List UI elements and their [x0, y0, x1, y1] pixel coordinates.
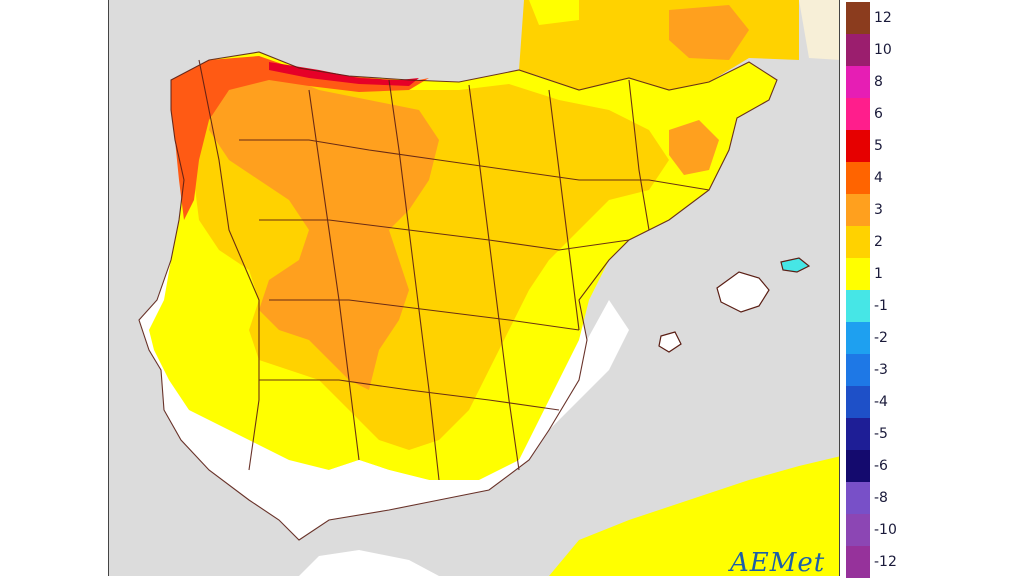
south-white	[169, 400, 479, 540]
legend-label: 3	[874, 202, 883, 218]
legend-label: -10	[874, 522, 897, 538]
province-borders	[138, 51, 778, 541]
anomaly-map	[108, 0, 840, 576]
legend-swatch	[846, 258, 870, 290]
legend-item: 12	[844, 2, 914, 34]
legend-label: 10	[874, 42, 892, 58]
africa-region	[549, 456, 839, 576]
legend-item: -4	[844, 386, 914, 418]
legend-item: -5	[844, 418, 914, 450]
anomaly-level-3	[209, 70, 439, 390]
legend-item: 1	[844, 258, 914, 290]
legend-label: 8	[874, 74, 883, 90]
legend-label: -6	[874, 458, 888, 474]
legend-swatch	[846, 130, 870, 162]
legend-swatch	[846, 66, 870, 98]
legend-item: -1	[844, 290, 914, 322]
legend-item: 8	[844, 66, 914, 98]
france-north-pale	[529, 0, 579, 25]
france-east-white	[799, 0, 839, 60]
legend-swatch	[846, 514, 870, 546]
legend-item: 10	[844, 34, 914, 66]
logo-text: AEMet	[730, 548, 826, 578]
legend-swatch	[846, 226, 870, 258]
legend-label: 6	[874, 106, 883, 122]
legend-swatch	[846, 450, 870, 482]
legend-item: -3	[844, 354, 914, 386]
legend-label: -4	[874, 394, 888, 410]
legend-swatch	[846, 482, 870, 514]
color-legend: 12 10 8 6 5 4 3 2 1 -1 -2 -3 -4 -5 -6 -8 -10 -12	[844, 0, 914, 578]
legend-label: -2	[874, 330, 888, 346]
legend-item: -8	[844, 482, 914, 514]
menorca	[780, 257, 811, 273]
aemet-logo: AEMet	[730, 548, 825, 578]
africa-white	[299, 550, 439, 576]
legend-swatch	[846, 322, 870, 354]
legend-item: -6	[844, 450, 914, 482]
legend-swatch	[846, 34, 870, 66]
legend-label: 12	[874, 10, 892, 26]
iberia-map-svg	[109, 0, 839, 576]
legend-swatch	[846, 546, 870, 578]
legend-item: -10	[844, 514, 914, 546]
legend-swatch	[846, 2, 870, 34]
legend-swatch	[846, 98, 870, 130]
legend-swatch	[846, 194, 870, 226]
anomaly-level-5	[269, 62, 419, 86]
legend-label: 1	[874, 266, 883, 282]
anomaly-level-3-east	[669, 120, 719, 175]
legend-swatch	[846, 418, 870, 450]
legend-label: 4	[874, 170, 883, 186]
legend-label: 2	[874, 234, 883, 250]
legend-item: 6	[844, 98, 914, 130]
legend-label: 5	[874, 138, 883, 154]
legend-label: -12	[874, 554, 897, 570]
legend-item: 2	[844, 226, 914, 258]
legend-label: -1	[874, 298, 888, 314]
ibiza	[658, 331, 682, 353]
legend-item: -12	[844, 546, 914, 578]
legend-swatch	[846, 290, 870, 322]
legend-item: -2	[844, 322, 914, 354]
anomaly-level-4	[171, 56, 429, 220]
legend-label: -8	[874, 490, 888, 506]
legend-item: 5	[844, 130, 914, 162]
southeast-white	[489, 300, 629, 480]
mallorca	[716, 271, 770, 313]
legend-item: 3	[844, 194, 914, 226]
france-hot-zone	[669, 5, 749, 60]
legend-label: -5	[874, 426, 888, 442]
legend-swatch	[846, 162, 870, 194]
legend-item: 4	[844, 162, 914, 194]
legend-swatch	[846, 386, 870, 418]
legend-label: -3	[874, 362, 888, 378]
legend-swatch	[846, 354, 870, 386]
